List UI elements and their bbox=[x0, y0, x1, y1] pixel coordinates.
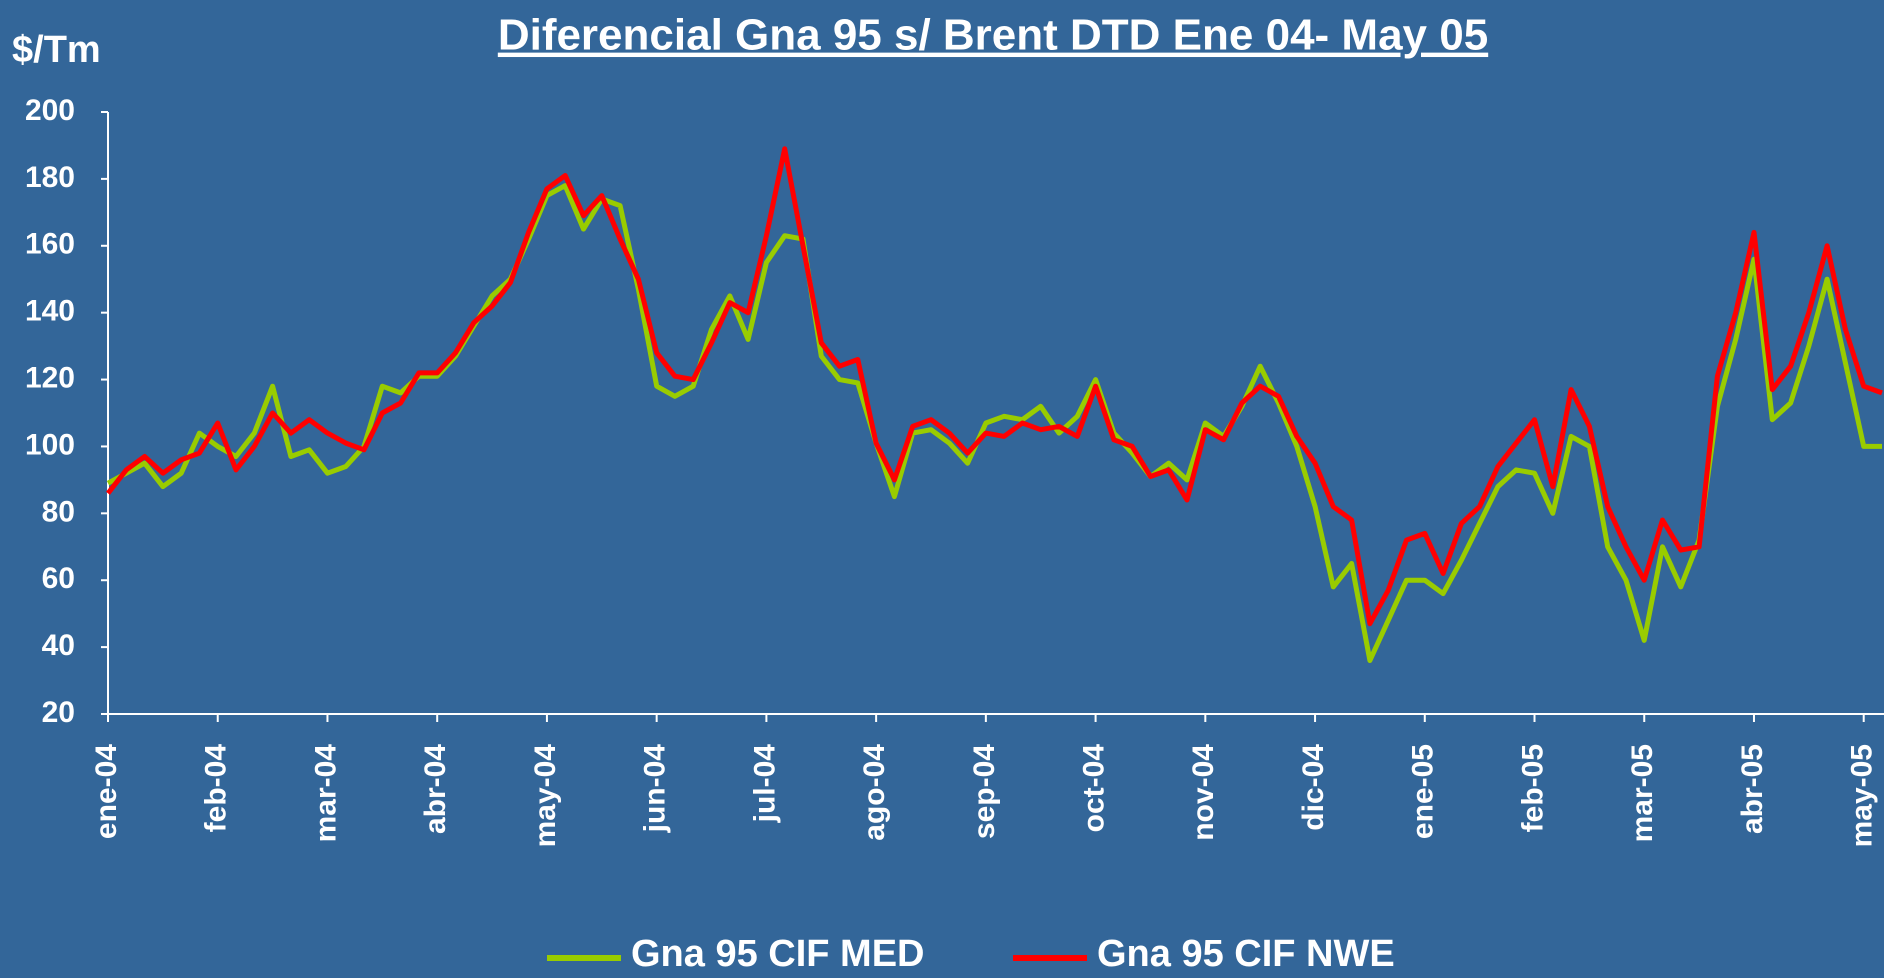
x-tick-label: abr-04 bbox=[419, 744, 452, 834]
x-tick-label: ene-05 bbox=[1407, 744, 1440, 839]
y-tick-label: 180 bbox=[25, 161, 75, 194]
x-tick-label: may-05 bbox=[1846, 744, 1879, 847]
y-tick-label: 60 bbox=[42, 562, 75, 595]
y-tick-label: 80 bbox=[42, 495, 75, 528]
x-tick-label: feb-04 bbox=[200, 744, 233, 833]
legend-label: Gna 95 CIF NWE bbox=[1097, 933, 1395, 975]
x-tick-label: may-04 bbox=[529, 744, 562, 848]
y-tick-label: 200 bbox=[25, 94, 75, 127]
x-tick-label: nov-04 bbox=[1187, 744, 1220, 841]
x-tick-label: abr-05 bbox=[1736, 744, 1769, 834]
x-tick-label: jun-04 bbox=[639, 744, 672, 834]
x-tick-label: oct-04 bbox=[1078, 744, 1111, 833]
legend-label: Gna 95 CIF MED bbox=[631, 933, 925, 975]
y-tick-label: 140 bbox=[25, 295, 75, 328]
x-tick-label: mar-05 bbox=[1626, 744, 1659, 842]
chart-title: Diferencial Gna 95 s/ Brent DTD Ene 04- … bbox=[498, 11, 1488, 60]
y-tick-label: 20 bbox=[42, 696, 75, 729]
x-tick-label: jul-04 bbox=[748, 744, 781, 824]
y-tick-label: 120 bbox=[25, 361, 75, 394]
line-series bbox=[106, 183, 1882, 663]
y-tick-label: 40 bbox=[42, 629, 75, 662]
x-tick-label: sep-04 bbox=[968, 744, 1001, 839]
x-tick-label: mar-04 bbox=[309, 744, 342, 843]
x-tick-label: dic-04 bbox=[1297, 744, 1330, 831]
y-tick-label: 100 bbox=[25, 428, 75, 461]
y-tick-label: 160 bbox=[25, 228, 75, 261]
x-tick-label: ago-04 bbox=[858, 744, 891, 841]
y-axis-label: $/Tm bbox=[12, 29, 101, 71]
x-tick-label: ene-04 bbox=[90, 744, 123, 839]
line-series bbox=[106, 146, 1883, 627]
x-tick-label: feb-05 bbox=[1516, 744, 1549, 832]
